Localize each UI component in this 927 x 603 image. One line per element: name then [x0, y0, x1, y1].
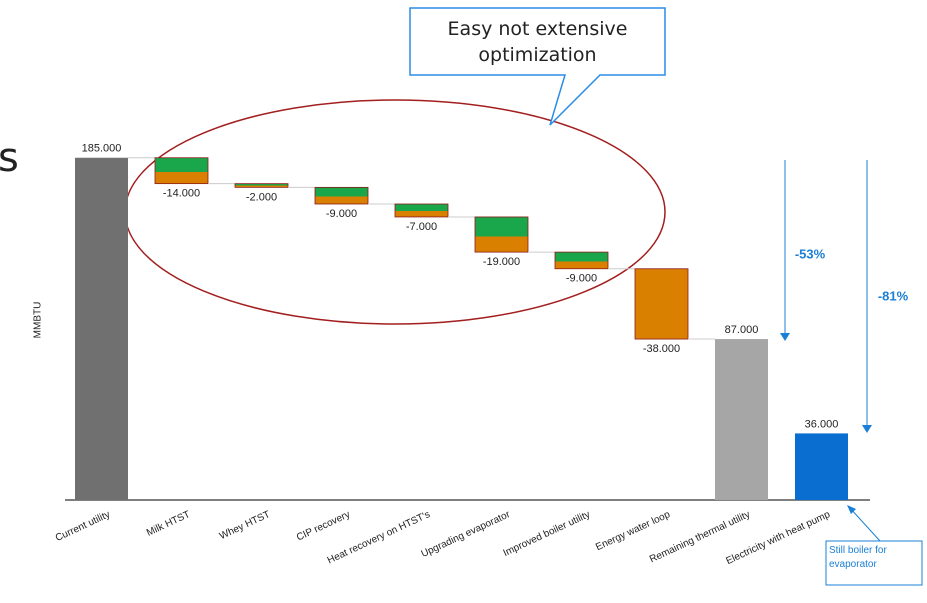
- bar: [795, 433, 848, 500]
- value-label: -19.000: [483, 256, 520, 268]
- note-line: [849, 507, 881, 542]
- x-tick-label: Energy water loop: [594, 509, 672, 553]
- bar: [715, 339, 768, 500]
- callout-text: Easy not extensive optimization: [448, 18, 628, 66]
- arrow-head: [847, 505, 856, 514]
- x-tick-label: Upgrading evaporator: [420, 509, 513, 560]
- value-label: -9.000: [326, 208, 357, 220]
- value-label: -7.000: [406, 221, 437, 233]
- bar: [394, 203, 449, 218]
- bar: [154, 157, 209, 185]
- value-label: 185.000: [82, 143, 122, 155]
- note-box: [825, 540, 923, 586]
- note-text: Still boiler for evaporator: [829, 545, 887, 570]
- value-label: -38.000: [643, 343, 680, 355]
- reduction-label: -81%: [878, 288, 909, 303]
- x-tick-label: Whey HTST: [218, 509, 272, 542]
- x-tick-label: Milk HTST: [145, 509, 192, 539]
- y-axis-label: MMBTU: [33, 302, 44, 339]
- value-label: -14.000: [163, 188, 200, 200]
- bar: [234, 183, 289, 188]
- bar: [474, 216, 529, 253]
- x-tick-label: Current utility: [54, 509, 112, 544]
- value-label: -9.000: [566, 273, 597, 285]
- bar: [554, 251, 609, 270]
- arrow-head: [862, 425, 872, 433]
- arrow-head: [780, 333, 790, 341]
- value-label: -2.000: [246, 191, 277, 203]
- reduction-label: -53%: [795, 246, 826, 261]
- bar: [634, 268, 689, 340]
- callout-box: [409, 7, 666, 126]
- x-tick-label: Improved boiler utility: [502, 509, 592, 559]
- bar: [314, 186, 369, 205]
- x-tick-label: CIP recovery: [295, 509, 352, 543]
- cut-text: s: [0, 135, 19, 181]
- value-label: 87.000: [725, 324, 759, 336]
- value-label: 36.000: [805, 418, 839, 430]
- bar: [75, 157, 128, 500]
